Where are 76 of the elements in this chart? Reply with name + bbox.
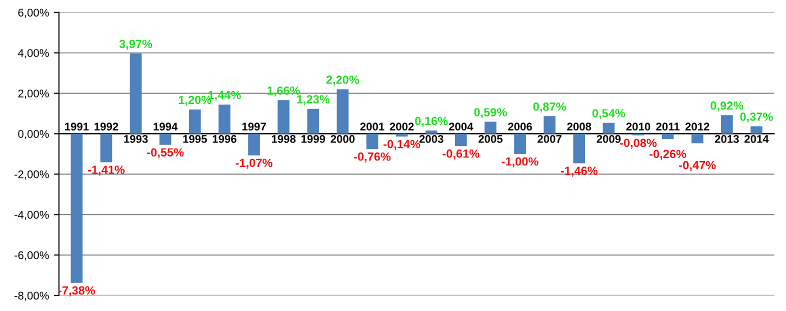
bar	[425, 130, 438, 134]
x-tick-label: 1997	[242, 122, 266, 131]
bar	[750, 126, 762, 134]
x-tick-label: 2006	[508, 122, 532, 131]
x-tick-label: 1991	[65, 122, 89, 131]
x-tick-label: 2010	[626, 122, 650, 131]
x-tick-label: 2014	[744, 135, 769, 143]
bar	[514, 134, 526, 154]
data-label: 3,97%	[119, 40, 152, 50]
x-tick-label: 2005	[478, 135, 503, 143]
data-label: -1,00%	[502, 157, 538, 168]
y-tick-label: 4,00%	[18, 49, 49, 58]
y-tick-label: 6,00%	[18, 8, 49, 18]
bar	[248, 134, 260, 156]
bar	[484, 122, 496, 134]
data-label: 0,54%	[592, 109, 626, 120]
bar	[307, 108, 320, 134]
bar	[662, 134, 674, 139]
x-tick-label: 2009	[596, 135, 621, 143]
data-label: -0,26%	[650, 150, 686, 160]
bar	[278, 100, 290, 134]
data-label: 2,20%	[326, 76, 360, 86]
x-tick-label: 2012	[685, 122, 710, 131]
x-tick-label: 2008	[567, 122, 592, 131]
x-tick-label: 1998	[272, 135, 296, 143]
y-tick-label: -6,00%	[14, 251, 49, 260]
y-tick-label: 0,00%	[18, 130, 49, 140]
x-tick-label: 1995	[183, 135, 207, 143]
data-label: -0,08%	[620, 138, 657, 149]
data-label: 1,23%	[297, 95, 330, 106]
bar	[188, 109, 201, 134]
bar	[218, 104, 230, 134]
bar	[396, 134, 408, 137]
bar	[544, 116, 556, 134]
data-label: 0,87%	[533, 102, 566, 112]
data-label: -1,41%	[88, 166, 125, 176]
x-tick-label: 2003	[419, 135, 444, 143]
y-tick-label: 2,00%	[18, 90, 49, 99]
data-label: -0,55%	[147, 148, 184, 158]
x-tick-label: 1994	[154, 122, 178, 131]
bar	[336, 89, 349, 134]
data-label: 0,16%	[415, 116, 448, 127]
bar	[721, 115, 733, 134]
data-label: -1,46%	[560, 166, 598, 177]
data-label: 0,92%	[710, 101, 744, 112]
y-tick-label: -2,00%	[14, 170, 49, 180]
x-tick-label: 2007	[538, 135, 562, 143]
bar	[159, 134, 172, 145]
bar	[602, 122, 615, 134]
x-tick-label: 1993	[124, 135, 148, 143]
data-label: 1,66%	[268, 86, 300, 97]
bar	[130, 53, 142, 134]
x-tick-label: 2004	[448, 122, 474, 131]
y-tick-label: -8,00%	[14, 292, 49, 301]
x-tick-label: 2000	[330, 135, 355, 143]
x-tick-label: 2013	[714, 135, 739, 143]
data-label: -1,07%	[236, 158, 272, 169]
data-label: 0,59%	[474, 108, 507, 118]
data-label: -0,14%	[384, 140, 420, 150]
bar	[691, 134, 704, 144]
x-tick-label: 1996	[212, 135, 236, 143]
x-tick-label: 2001	[360, 122, 384, 131]
data-label: -0,76%	[354, 152, 391, 163]
data-label: -0,61%	[442, 149, 480, 160]
y-tick-label: -4,00%	[14, 210, 49, 220]
bar	[455, 134, 467, 146]
bar	[573, 134, 586, 164]
data-label: -0,47%	[679, 160, 716, 171]
bar	[70, 134, 83, 283]
x-tick-label: 1992	[94, 122, 118, 131]
bar	[366, 134, 378, 150]
data-label: 0,37%	[740, 112, 773, 123]
bar	[100, 134, 112, 162]
x-tick-label: 2002	[390, 122, 414, 131]
x-tick-label: 1999	[301, 135, 326, 143]
x-tick-label: 2011	[656, 122, 680, 131]
